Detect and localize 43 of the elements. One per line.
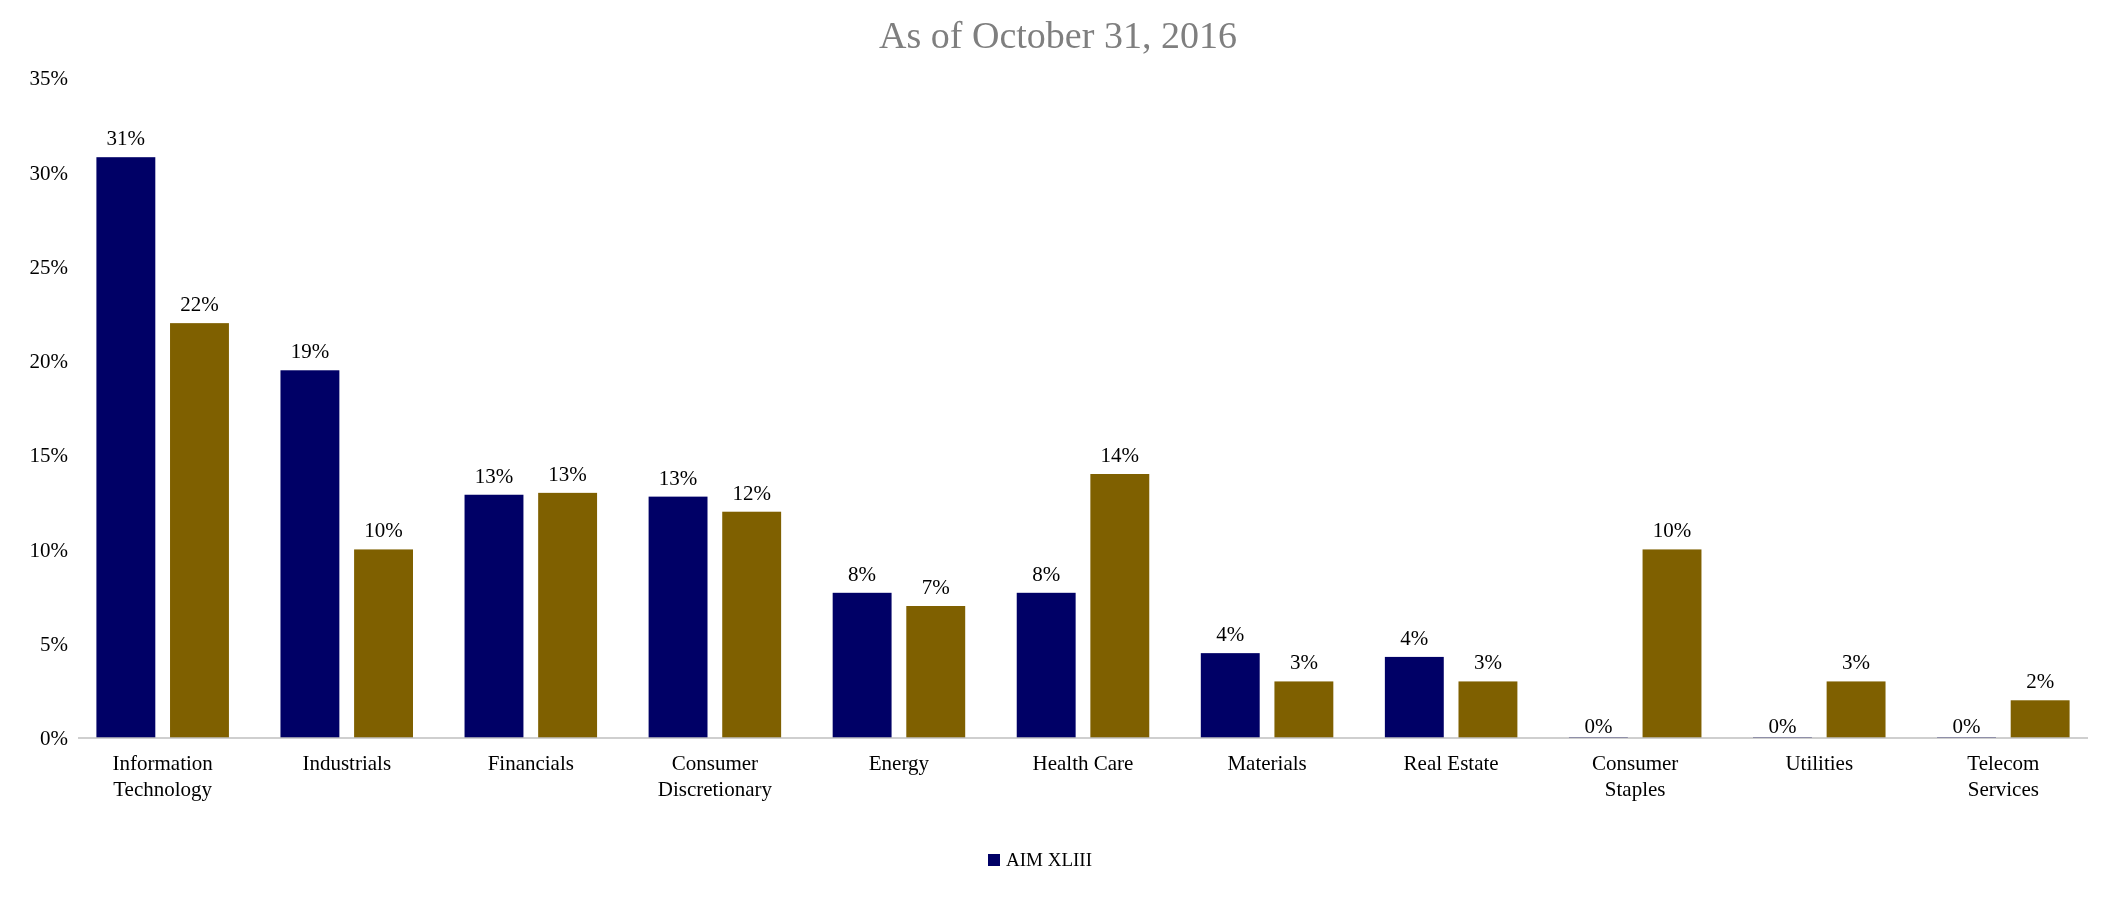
x-tick-label: Materials bbox=[1227, 751, 1307, 775]
y-tick-label: 25% bbox=[29, 254, 68, 279]
y-tick-label: 5% bbox=[40, 632, 68, 657]
legend-label: AIM XLIII bbox=[1006, 849, 1093, 870]
data-label: 0% bbox=[1952, 714, 1981, 738]
data-label: 7% bbox=[921, 575, 950, 599]
y-tick-label: 30% bbox=[29, 160, 68, 185]
data-label: 0% bbox=[1768, 714, 1797, 738]
data-label: 13% bbox=[548, 461, 587, 486]
data-label: 19% bbox=[290, 339, 330, 364]
y-tick-label: 35% bbox=[29, 66, 68, 91]
data-label: 10% bbox=[364, 518, 403, 543]
chart-title: As of October 31, 2016 bbox=[879, 14, 1237, 56]
data-label: 13% bbox=[658, 465, 698, 490]
data-label: 13% bbox=[474, 463, 514, 488]
data-label: 31% bbox=[106, 126, 146, 151]
data-label: 3% bbox=[1842, 650, 1871, 675]
x-tick-label: Financials bbox=[487, 751, 574, 775]
data-label: 22% bbox=[180, 292, 219, 317]
x-tick-label: Consumer Discretionary bbox=[657, 751, 773, 801]
data-label: 4% bbox=[1216, 622, 1245, 647]
x-tick-label: Utilities bbox=[1785, 751, 1854, 775]
y-tick-label: 0% bbox=[40, 726, 68, 751]
data-label: 3% bbox=[1473, 650, 1502, 675]
y-tick-label: 20% bbox=[29, 349, 68, 374]
x-tick-label: Industrials bbox=[302, 751, 392, 775]
x-tick-label: Information Technology bbox=[112, 751, 214, 801]
data-label: 0% bbox=[1584, 714, 1613, 738]
data-label: 10% bbox=[1652, 518, 1692, 543]
data-label: 3% bbox=[1289, 650, 1318, 675]
x-tick-label: Health Care bbox=[1032, 751, 1134, 775]
x-tick-label: Consumer Staples bbox=[1592, 751, 1679, 801]
x-tick-label: Real Estate bbox=[1403, 751, 1499, 775]
data-label: 12% bbox=[732, 480, 771, 505]
y-tick-label: 15% bbox=[29, 443, 68, 468]
x-tick-label: Telecom Services bbox=[1967, 751, 2040, 801]
data-label: 4% bbox=[1400, 625, 1429, 650]
y-tick-label: 10% bbox=[29, 537, 68, 562]
data-label: 14% bbox=[1100, 443, 1140, 467]
data-label: 2% bbox=[2026, 669, 2055, 694]
data-label: 8% bbox=[1032, 561, 1061, 586]
data-label: 8% bbox=[848, 561, 877, 586]
x-tick-label: Energy bbox=[868, 751, 930, 775]
